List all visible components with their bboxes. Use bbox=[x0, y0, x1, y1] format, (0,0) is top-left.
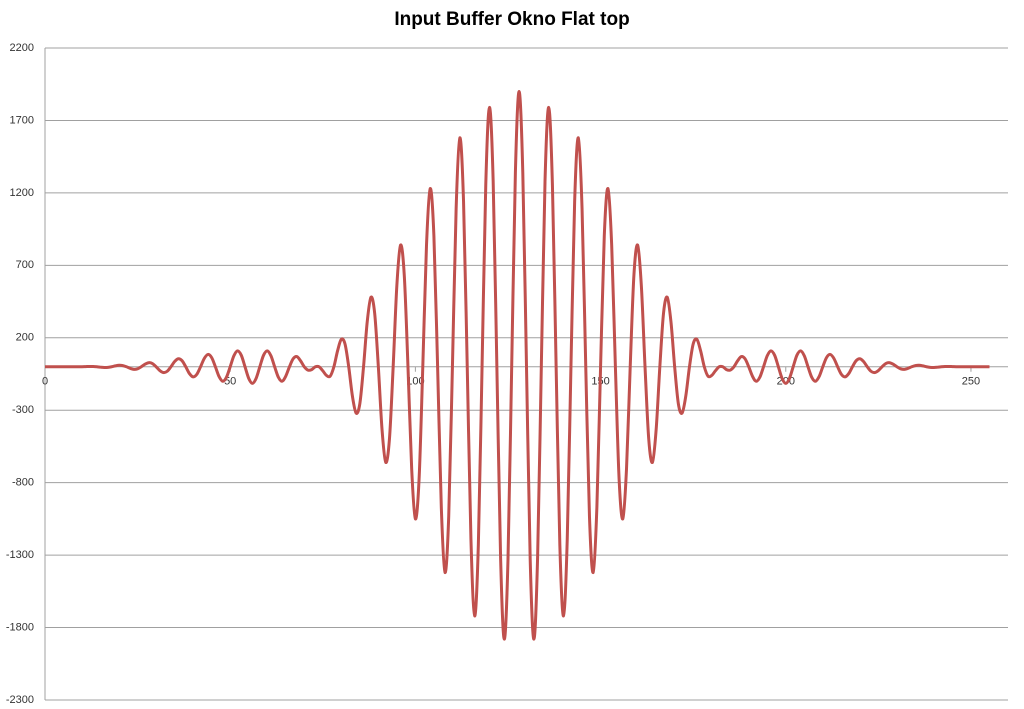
y-tick-label: 1200 bbox=[10, 187, 34, 199]
x-tick-label: 0 bbox=[42, 376, 48, 388]
x-tick-label: 100 bbox=[406, 376, 424, 388]
y-tick-label: -300 bbox=[12, 404, 34, 416]
y-tick-label: 1700 bbox=[10, 114, 34, 126]
x-tick-label: 200 bbox=[777, 376, 795, 388]
y-tick-label: 200 bbox=[16, 332, 34, 344]
chart-title: Input Buffer Okno Flat top bbox=[394, 9, 629, 30]
y-tick-label: 700 bbox=[16, 259, 34, 271]
x-tick-label: 250 bbox=[962, 376, 980, 388]
series-line bbox=[44, 89, 990, 641]
y-tick-label: -800 bbox=[12, 477, 34, 489]
y-tick-label: 2200 bbox=[10, 42, 34, 54]
y-tick-label: -1300 bbox=[6, 549, 34, 561]
y-tick-label: -1800 bbox=[6, 621, 34, 633]
y-tick-label: -2300 bbox=[6, 694, 34, 706]
